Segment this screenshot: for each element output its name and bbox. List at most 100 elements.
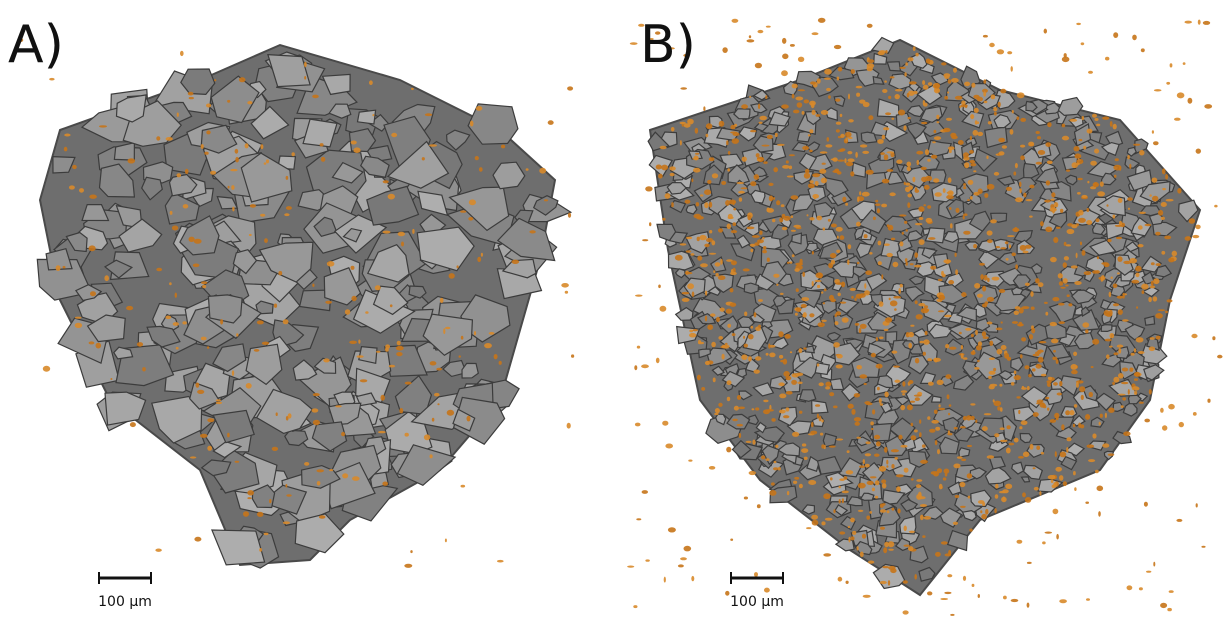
fragment: [778, 331, 783, 337]
fragment: [884, 447, 888, 453]
fragment: [1036, 446, 1040, 450]
fragment: [892, 351, 898, 354]
fragment: [1117, 296, 1124, 299]
fragment: [266, 159, 269, 163]
fragment: [1000, 247, 1006, 249]
fragment: [1118, 394, 1126, 396]
fragment: [998, 102, 1001, 108]
fragment: [1076, 382, 1079, 388]
fragment: [1002, 145, 1007, 148]
fragment: [1145, 224, 1152, 227]
fragment: [960, 104, 967, 107]
fragment: [919, 239, 925, 245]
fragment: [1192, 235, 1199, 238]
fragment: [1012, 253, 1016, 257]
fragment: [824, 78, 831, 80]
fragment: [773, 197, 775, 200]
fragment: [1129, 368, 1133, 372]
fragment: [75, 317, 82, 319]
fragment: [963, 186, 966, 189]
fragment: [1088, 71, 1093, 74]
fragment: [783, 415, 789, 418]
fragment: [286, 494, 291, 497]
fragment: [1043, 405, 1046, 408]
fragment: [769, 196, 773, 202]
fragment: [1001, 321, 1003, 323]
fragment: [848, 119, 854, 122]
fragment: [637, 346, 640, 349]
fragment: [461, 485, 466, 488]
fragment: [762, 250, 767, 254]
fragment: [860, 144, 867, 147]
fragment: [727, 380, 732, 385]
fragment: [1078, 423, 1081, 428]
fragment: [858, 510, 864, 512]
fragment: [818, 322, 825, 327]
fragment: [1019, 182, 1021, 188]
fragment: [891, 118, 894, 120]
fragment: [1074, 146, 1080, 151]
fragment: [816, 114, 821, 117]
figure: A) B) 100 µm 100 µm: [0, 0, 1224, 618]
fragment: [908, 332, 914, 337]
fragment: [1056, 359, 1059, 364]
fragment: [834, 169, 839, 173]
fragment: [808, 480, 816, 485]
fragment: [449, 273, 455, 279]
scale-bar-label: 100 µm: [98, 594, 152, 610]
fragment: [445, 327, 450, 329]
fragment: [247, 101, 252, 104]
fragment: [835, 98, 840, 101]
fragment: [903, 125, 906, 130]
fragment: [884, 392, 888, 398]
fragment: [907, 202, 910, 208]
fragment: [1029, 334, 1033, 339]
fragment: [693, 329, 698, 331]
fragment: [876, 364, 883, 369]
fragment: [763, 400, 768, 403]
fragment: [833, 406, 838, 409]
fragment: [994, 433, 999, 437]
fragment: [960, 426, 966, 428]
fragment: [947, 574, 952, 577]
fragment: [1020, 245, 1027, 251]
fragment: [1015, 306, 1020, 310]
fragment: [1018, 456, 1024, 459]
fragment: [750, 181, 756, 186]
fragment: [873, 217, 876, 221]
fragment: [758, 299, 763, 302]
fragment: [777, 144, 785, 146]
fragment: [877, 208, 880, 213]
fragment: [732, 419, 738, 422]
fragment: [885, 50, 887, 54]
fragment: [948, 550, 951, 556]
fragment: [206, 104, 211, 108]
fragment: [1149, 347, 1155, 352]
fragment: [172, 226, 178, 231]
fragment: [706, 134, 709, 137]
fragment: [762, 237, 765, 239]
fragment: [755, 407, 759, 410]
fragment: [1051, 339, 1058, 344]
fragment: [820, 151, 828, 154]
fragment: [1036, 364, 1042, 369]
fragment: [636, 518, 641, 520]
fragment: [936, 115, 939, 119]
fragment: [927, 159, 931, 162]
fragment: [678, 564, 684, 567]
fragment: [987, 184, 995, 190]
fragment: [90, 291, 96, 296]
fragment: [175, 293, 177, 298]
fragment: [1079, 386, 1085, 392]
fragment: [1000, 440, 1008, 442]
fragment: [1201, 546, 1205, 548]
fragment: [64, 147, 68, 152]
fragment: [730, 303, 736, 307]
fragment: [1056, 534, 1059, 540]
fragment: [915, 358, 919, 364]
fragment: [958, 140, 964, 145]
fragment: [879, 301, 884, 307]
fragment: [955, 495, 960, 498]
fragment: [725, 591, 729, 596]
fragment: [1108, 453, 1115, 456]
